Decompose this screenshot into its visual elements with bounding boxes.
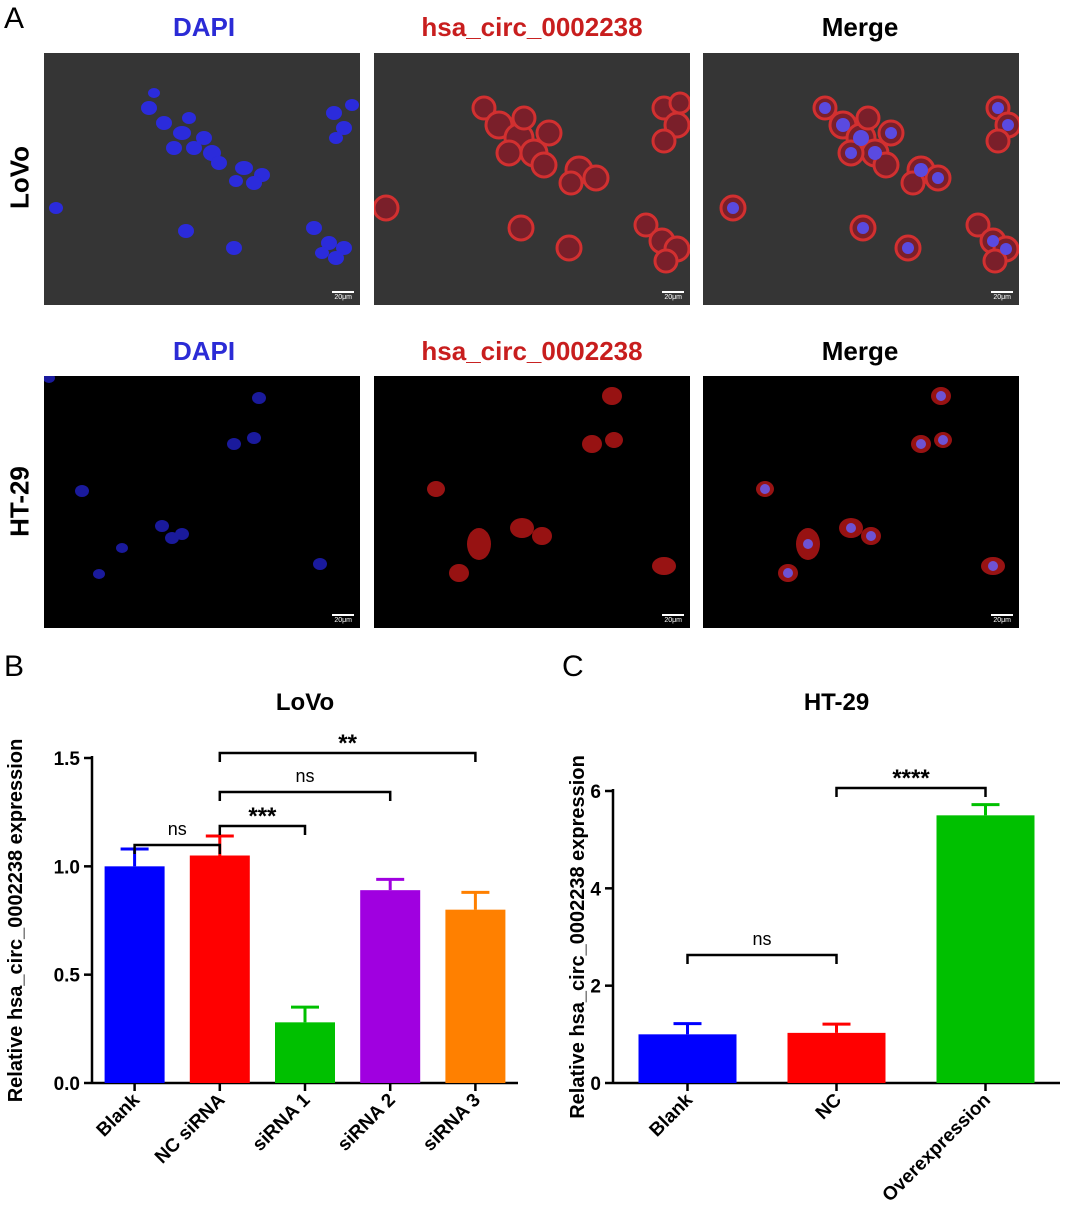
bar-overexpression [936,815,1035,1083]
y-tick-label: 0.0 [54,1074,80,1095]
micrograph-lovo-dapi: 20μm [44,53,360,305]
scale-label: 20μm [993,617,1011,624]
bar-sirna-1 [275,1022,335,1083]
ht29-dapi-nuclei [44,376,327,579]
scale-bar [332,614,354,616]
y-tick-label: 1.5 [54,749,81,770]
x-tick-label: Blank [646,1089,698,1141]
scale-label: 20μm [993,294,1011,301]
y-tick-label: 0 [590,1074,601,1095]
y-tick-label: 2 [590,977,601,998]
x-tick-label: NC siRNA [151,1089,229,1167]
col-label-merge: Merge [821,12,899,42]
col-label-dapi-2: DAPI [172,336,236,366]
micrograph-ht29-dapi: 20μm [44,376,360,628]
micrograph-lovo-circ: 20μm [374,53,690,305]
significance-bracket [835,786,987,797]
scale-bar [332,291,354,293]
scale-label: 20μm [664,617,682,624]
micrograph-ht29-merge: 20μm [703,376,1019,628]
y-axis-label: Relative hsa_circ_0002238 expression [5,739,27,1103]
significance-bracket [133,843,222,854]
significance-label: ** [338,730,357,757]
chart-ht29: HT-29 Relative hsa_circ_0002238 expressio… [567,689,1060,1206]
x-tick-label: Overexpression [879,1090,995,1206]
scale-label: 20μm [664,294,682,301]
panel-c-letter: C [562,650,584,683]
bar-sirna-3 [445,909,506,1083]
scale-label: 20μm [334,617,352,624]
col-label-circ-2: hsa_circ_0002238 [421,336,643,366]
significance-label: ns [752,929,771,949]
significance-bracket [686,953,838,964]
scale-bar [991,291,1013,293]
row-label-ht29: HT-29 [4,466,35,537]
y-tick-label: 4 [590,879,601,900]
row-label-lovo: LoVo [4,145,35,210]
bar-sirna-2 [360,890,421,1083]
x-tick-label: siRNA 1 [249,1089,315,1155]
y-tick-label: 0.5 [54,966,81,987]
x-tick-label: siRNA 2 [334,1090,400,1156]
x-tick-label: siRNA 3 [419,1090,485,1156]
significance-label: *** [248,803,277,830]
chart-title: LoVo [276,689,334,716]
micrograph-lovo-merge: 20μm [703,53,1019,305]
x-tick-label: Blank [93,1089,145,1141]
significance-bracket [218,790,392,801]
y-tick-label: 1.0 [54,857,80,878]
ht29-merge-cells [756,387,1005,582]
x-tick-label: NC [812,1089,846,1123]
significance-label: ns [168,819,187,839]
lovo-circ-cells [374,91,690,274]
panel-b-letter: B [4,650,25,683]
panel-a-letter: A [4,2,25,35]
chart-title: HT-29 [804,689,869,716]
bar-nc-sirna [189,855,250,1083]
y-tick-label: 6 [590,782,601,803]
scale-bar [662,291,684,293]
significance-bracket [218,751,477,762]
bar-blank [104,866,165,1083]
micrograph-ht29-circ: 20μm [374,376,690,628]
lovo-merge-cells [719,95,1019,274]
lovo-dapi-nuclei [49,88,359,265]
y-axis-label: Relative hsa_circ_0002238 expression [567,755,589,1119]
significance-label: ns [295,766,314,786]
significance-label: **** [892,765,930,792]
col-label-circ: hsa_circ_0002238 [421,12,643,42]
bar-blank [638,1034,737,1083]
scale-label: 20μm [334,294,352,301]
scale-bar [991,614,1013,616]
chart-lovo: LoVo Relative hsa_circ_0002238 expression… [5,689,518,1168]
scale-bar [662,614,684,616]
significance-bracket [218,824,307,835]
col-label-merge-2: Merge [821,336,899,366]
col-label-dapi: DAPI [172,12,236,42]
ht29-circ-cells [427,387,676,582]
bar-nc [787,1032,886,1083]
